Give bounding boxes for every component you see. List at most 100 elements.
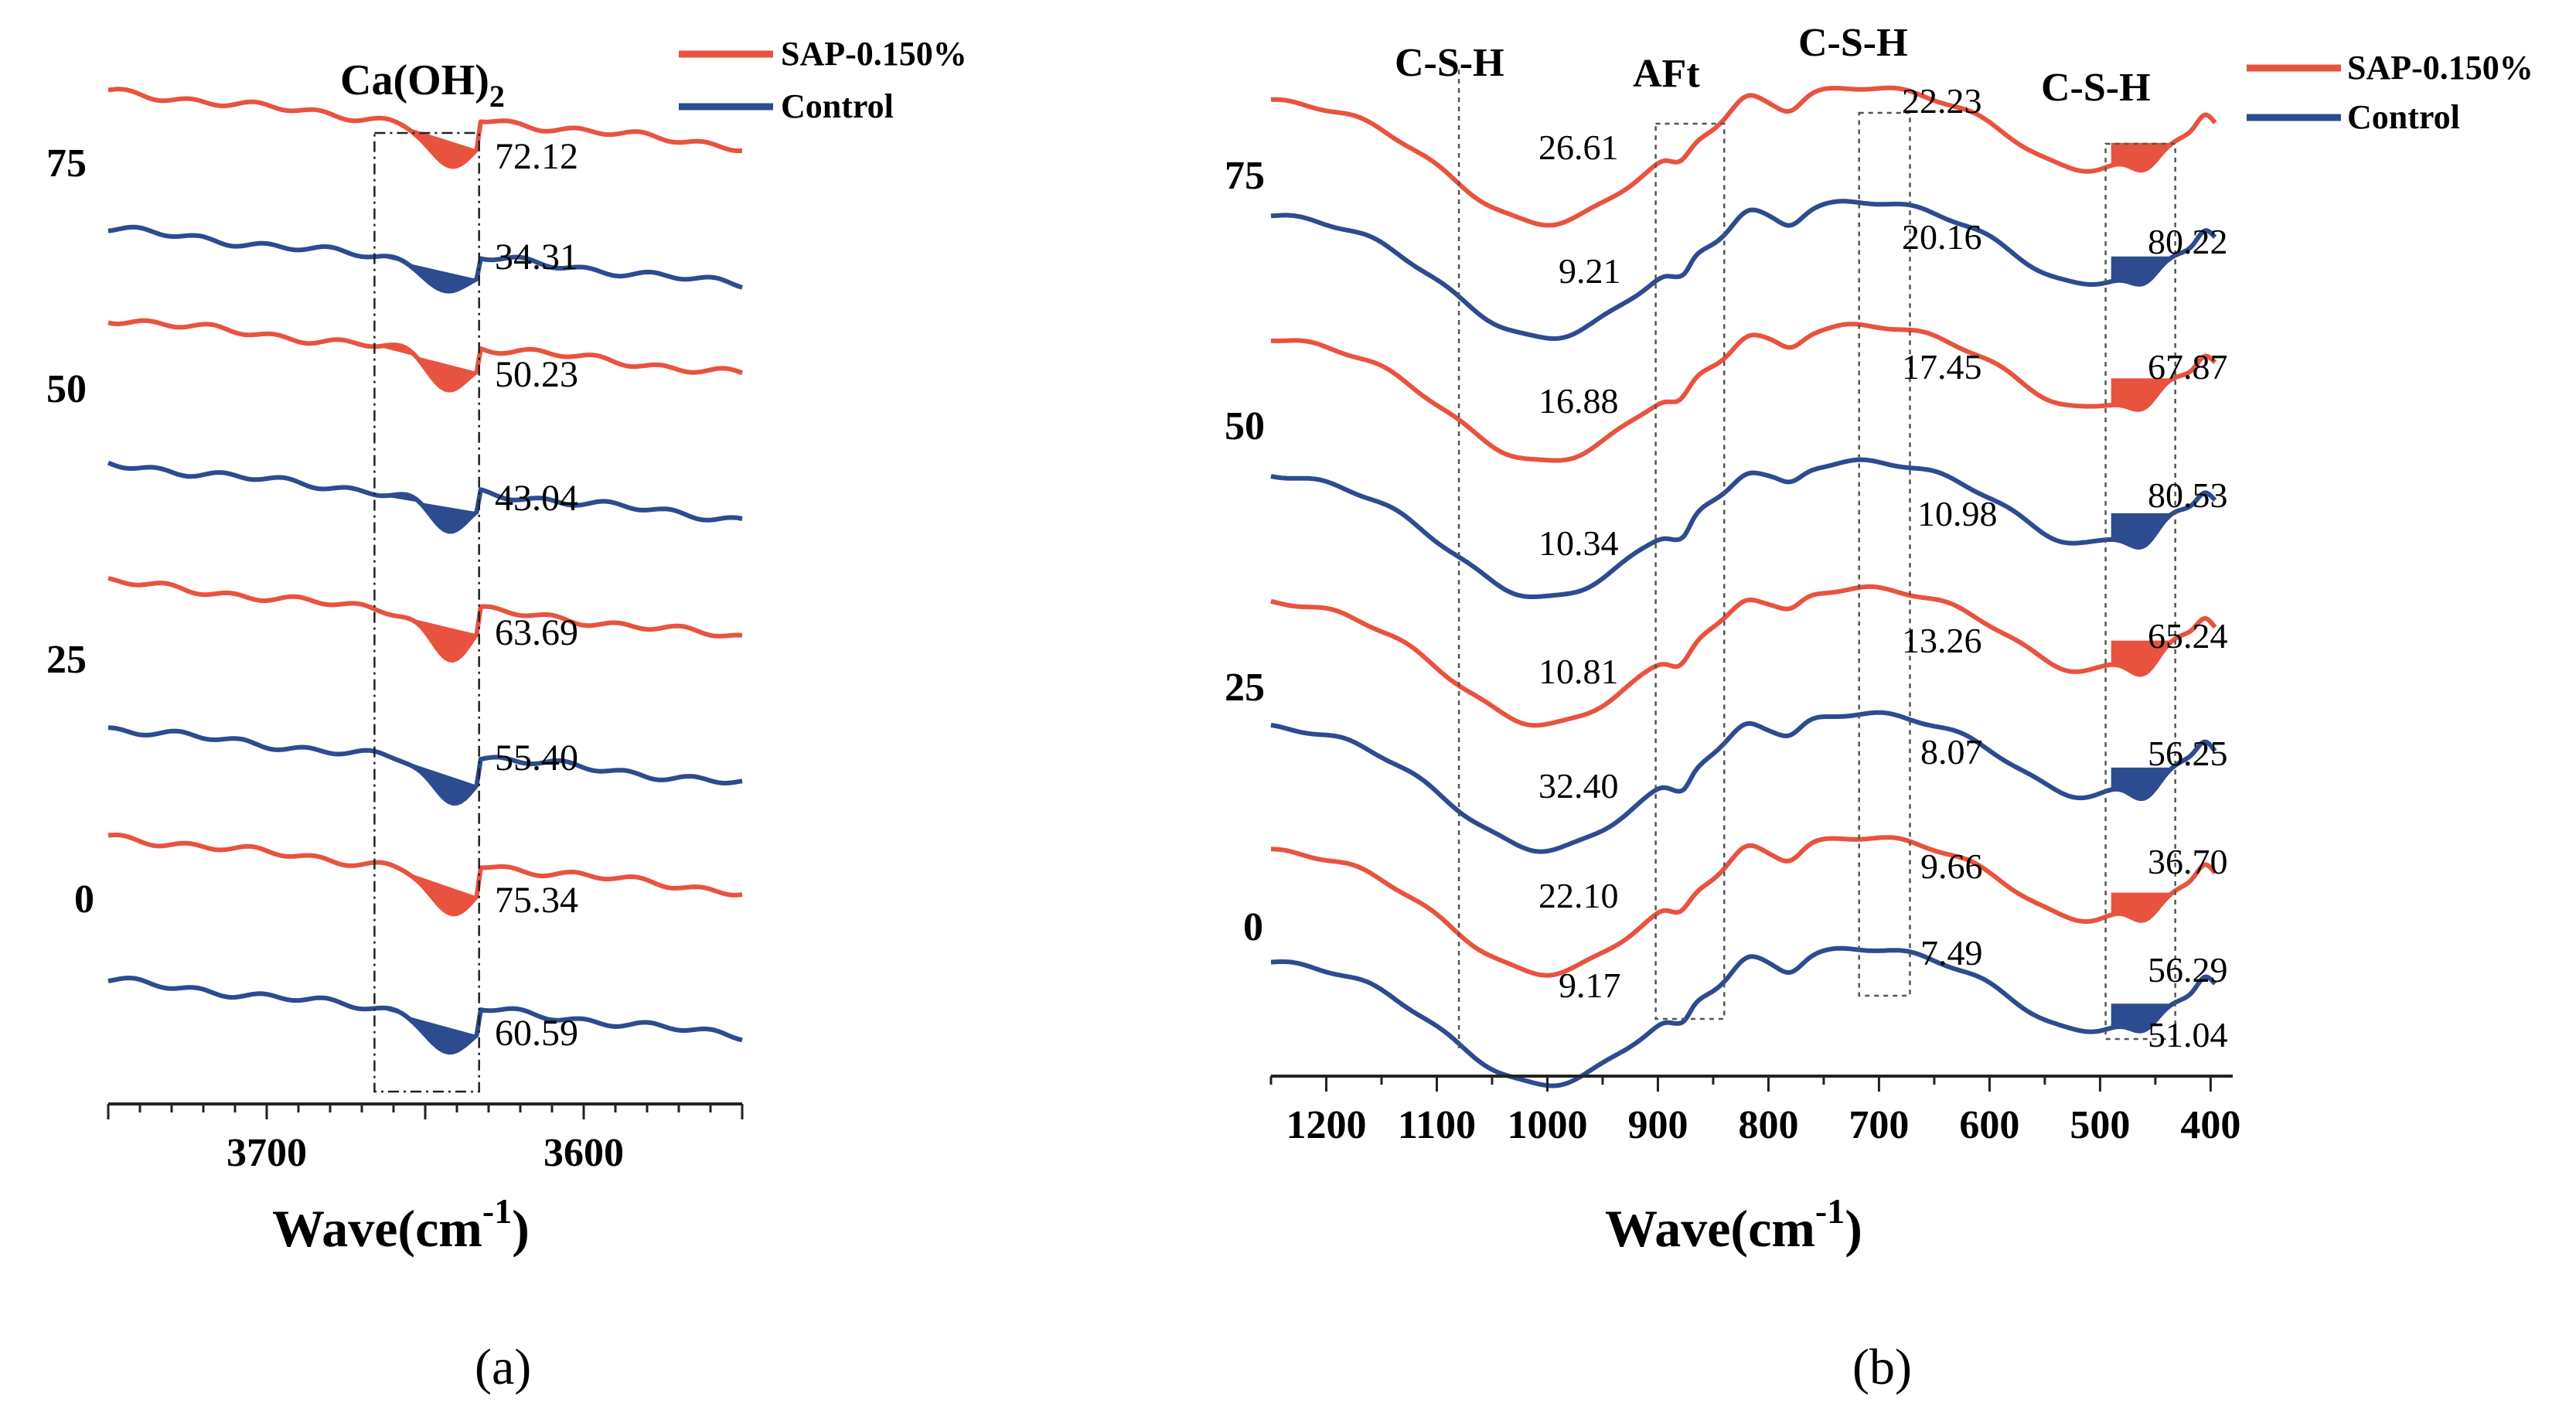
x-tick-label: 500 [2070,1103,2130,1147]
panel-b-box-titles: C-S-H AFt C-S-H C-S-H [1395,21,2151,110]
panel-a-legend-sap-label: SAP-0.150% [781,35,967,73]
spectrum-line [1270,85,2217,228]
panel-b-box-title-csh: C-S-H [1798,21,1908,65]
panel-b-csh-label: 10.98 [1917,494,1998,533]
panel-b-legend: SAP-0.150% Control [2247,49,2533,136]
panel-b-csh-label: 9.66 [1920,847,1983,886]
panel-a-legend: SAP-0.150% Control [679,35,967,125]
panel-b-csh-label: 65.24 [2148,616,2228,656]
peak-area-fill [377,256,477,291]
panel-b-highlight-boxes [1457,70,2176,1051]
peak-area-fill [2111,513,2171,547]
spectrum-line [107,87,743,169]
panel-b-box-title-csh: C-S-H [2041,66,2151,110]
panel-a-peak-label: 34.31 [495,237,578,278]
x-tick-label: 400 [2180,1103,2240,1147]
panel-a-group-label-0: 0 [74,877,94,922]
panel-b-csh-label: 22.23 [1902,81,1982,121]
panel-b-csh-label: 7.49 [1920,933,1983,973]
panel-a-peak-label: 50.23 [495,354,578,395]
panel-b-group-label-0: 0 [1243,905,1263,949]
x-tick-label: 1000 [1507,1103,1587,1147]
panel-b-csh-mid-labels: 22.23 20.16 17.45 10.98 13.26 8.07 9.66 … [1902,81,1998,973]
x-tick-label: 1100 [1398,1103,1476,1147]
panel-b-aft-label: 26.61 [1538,128,1619,167]
panel-a-group-label-75: 75 [46,141,87,186]
peak-area-fill [377,494,477,532]
panel-a-legend-control-label: Control [781,87,894,125]
panel-b-aft-label: 16.88 [1538,381,1619,421]
panel-b-box-title-aft: AFt [1633,52,1700,96]
panel-a-peak-label: 55.40 [495,738,578,778]
panel-b-x-axis: 1200 1100 1000 900 800 700 600 500 400 [1269,1075,2240,1147]
panel-b-csh-label: 56.29 [2148,950,2228,990]
panel-b-csh-label: 67.87 [2148,347,2228,387]
panel-b-aft-label: 32.40 [1538,766,1619,806]
panel-b-x-axis-title: Wave(cm-1) [1605,1191,1862,1258]
panel-a-series-layer [107,87,743,1055]
x-tick-label: 3600 [543,1131,624,1175]
spectrum-line [107,318,743,393]
panel-b-csh-label: 17.45 [1902,347,1982,387]
panel-b-csh-label: 51.04 [2148,1015,2228,1054]
panel-b-aft-label: 9.21 [1559,251,1621,291]
panel-b-caption: (b) [1852,1339,1912,1395]
panel-b-csh-label: 80.22 [2148,222,2228,261]
panel-b-legend-control-label: Control [2347,98,2460,136]
panel-b-chart: 1200 1100 1000 900 800 700 600 500 400 C-S-H AFt… [1225,21,2533,1395]
panel-b-csh-label: 8.07 [1920,732,1983,772]
spectrum-line [1270,835,2217,978]
panel-b-group-label-75: 75 [1225,154,1265,198]
x-tick-label: 3700 [227,1131,307,1175]
panel-a-group-labels: 75 50 25 0 [46,141,94,922]
panel-b-aft-label: 22.10 [1538,876,1619,915]
peak-area-fill [2111,256,2171,284]
panel-a-peak-label: 43.04 [495,478,578,519]
panel-a-highlight-box [373,131,480,1093]
spectrum-line [107,832,743,917]
spectrum-line [107,976,743,1055]
panel-a-title: Ca(OH)2 [340,56,505,114]
peak-area-fill [2111,1003,2171,1031]
panel-b-aft-labels: 26.61 9.21 16.88 10.34 10.81 32.40 22.10… [1538,128,1621,1005]
panel-b-csh-label: 36.70 [2148,842,2228,881]
panel-b-legend-sap-label: SAP-0.150% [2347,49,2533,87]
spectrum-line [107,460,743,534]
x-tick-label: 800 [1738,1103,1798,1147]
peak-area-fill [377,1007,477,1053]
panel-a-peak-label: 60.59 [495,1013,578,1054]
spectrum-line [1270,710,2217,854]
peak-area-fill [377,610,477,661]
spectrum-line [1270,945,2217,1088]
x-tick-label: 600 [1959,1103,2019,1147]
spectrum-line [107,224,743,294]
peak-area-fill [377,118,477,167]
spectrum-line [1270,584,2217,728]
panel-b-csh-right-labels: 80.22 67.87 80.53 65.24 56.25 36.70 56.2… [2148,222,2228,1054]
panel-b-csh-label: 20.16 [1902,217,1982,257]
panel-b-csh-label: 80.53 [2148,475,2228,515]
panel-a-peak-label: 75.34 [495,880,578,921]
panel-a-chart: 3700 3600 Ca(OH)2 SAP-0.150% Control 75 5… [46,35,967,1395]
panel-b-group-label-50: 50 [1225,404,1265,448]
spectrum-line [1270,322,2217,463]
highlight-box [1858,111,1911,997]
panel-b-group-label-25: 25 [1225,666,1265,710]
panel-a-peak-labels: 72.12 34.31 50.23 43.04 63.69 55.40 75.3… [495,136,578,1054]
panel-b-box-title-csh: C-S-H [1395,41,1504,85]
x-tick-label: 900 [1627,1103,1688,1147]
caoh2-highlight-box [373,131,480,1093]
spectrum-line [107,576,743,663]
panel-a-caption: (a) [475,1339,531,1395]
peak-area-fill [2111,378,2171,410]
panel-b-series-layer [1270,85,2217,1088]
panel-a-x-axis: 3700 3600 [107,1102,744,1175]
panel-a-group-label-25: 25 [46,638,87,682]
panel-a-x-axis-title: Wave(cm-1) [272,1191,530,1258]
panel-b-group-labels: 75 50 25 0 [1225,154,1265,949]
panel-b-aft-label: 10.81 [1538,652,1619,691]
panel-a-group-label-50: 50 [46,367,87,411]
panel-b-csh-label: 56.25 [2148,734,2228,773]
